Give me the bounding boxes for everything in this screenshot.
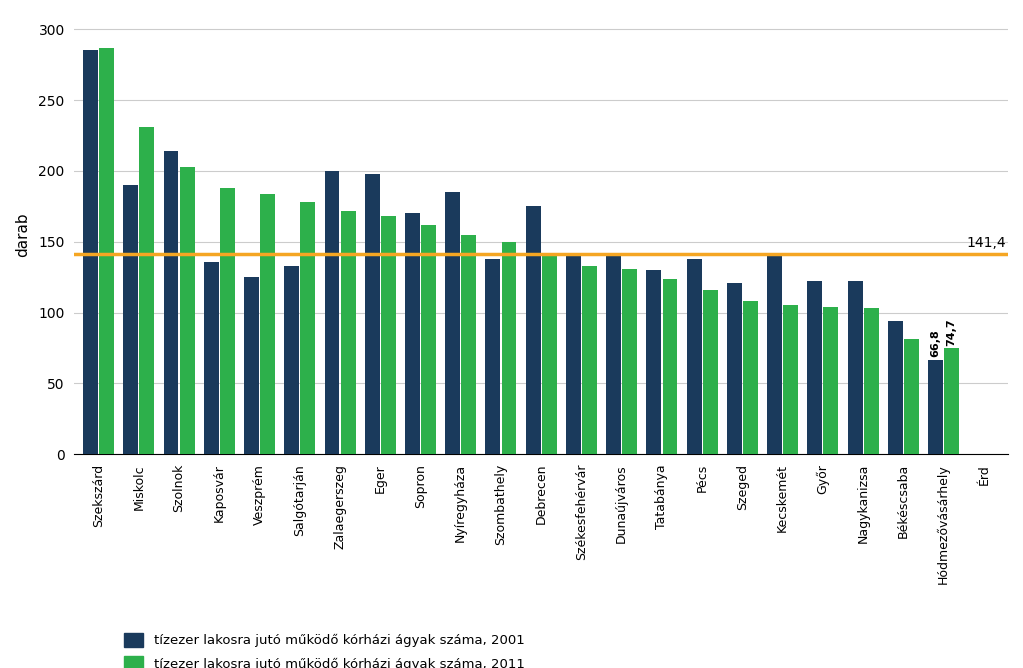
Bar (381, 216, 396, 454)
Bar (244, 277, 259, 454)
Bar (260, 194, 275, 454)
Bar (622, 269, 637, 454)
Bar (784, 305, 798, 454)
Bar (99, 47, 115, 454)
Bar (405, 213, 419, 454)
Bar (124, 185, 138, 454)
Bar (824, 307, 839, 454)
Bar (582, 266, 597, 454)
Bar (445, 192, 460, 454)
Bar (341, 210, 356, 454)
Bar (663, 279, 677, 454)
Bar (220, 188, 235, 454)
Bar (863, 309, 879, 454)
Bar (204, 262, 219, 454)
Bar (928, 359, 943, 454)
Text: 74,7: 74,7 (946, 319, 957, 346)
Bar (486, 259, 500, 454)
Bar (284, 266, 299, 454)
Bar (461, 234, 477, 454)
Bar (647, 270, 661, 454)
Bar (743, 301, 758, 454)
Bar (727, 283, 742, 454)
Text: 66,8: 66,8 (931, 330, 940, 357)
Bar (180, 166, 194, 454)
Text: 141,4: 141,4 (967, 236, 1006, 250)
Bar (607, 256, 621, 454)
Bar (324, 171, 340, 454)
Bar (686, 259, 702, 454)
Bar (807, 281, 822, 454)
Legend: tízezer lakosra jutó működő kórházi ágyak száma, 2001, tízezer lakosra jutó műkö: tízezer lakosra jutó működő kórházi ágya… (119, 628, 711, 668)
Bar (542, 256, 557, 454)
Bar (904, 339, 919, 454)
Bar (888, 321, 902, 454)
Y-axis label: darab: darab (15, 212, 30, 257)
Bar (767, 255, 782, 454)
Bar (501, 242, 517, 454)
Bar (848, 281, 862, 454)
Bar (703, 290, 718, 454)
Bar (139, 127, 154, 454)
Bar (944, 349, 960, 454)
Bar (83, 50, 98, 454)
Bar (365, 174, 380, 454)
Bar (164, 151, 178, 454)
Bar (421, 224, 436, 454)
Bar (526, 206, 540, 454)
Bar (566, 256, 581, 454)
Bar (301, 202, 315, 454)
